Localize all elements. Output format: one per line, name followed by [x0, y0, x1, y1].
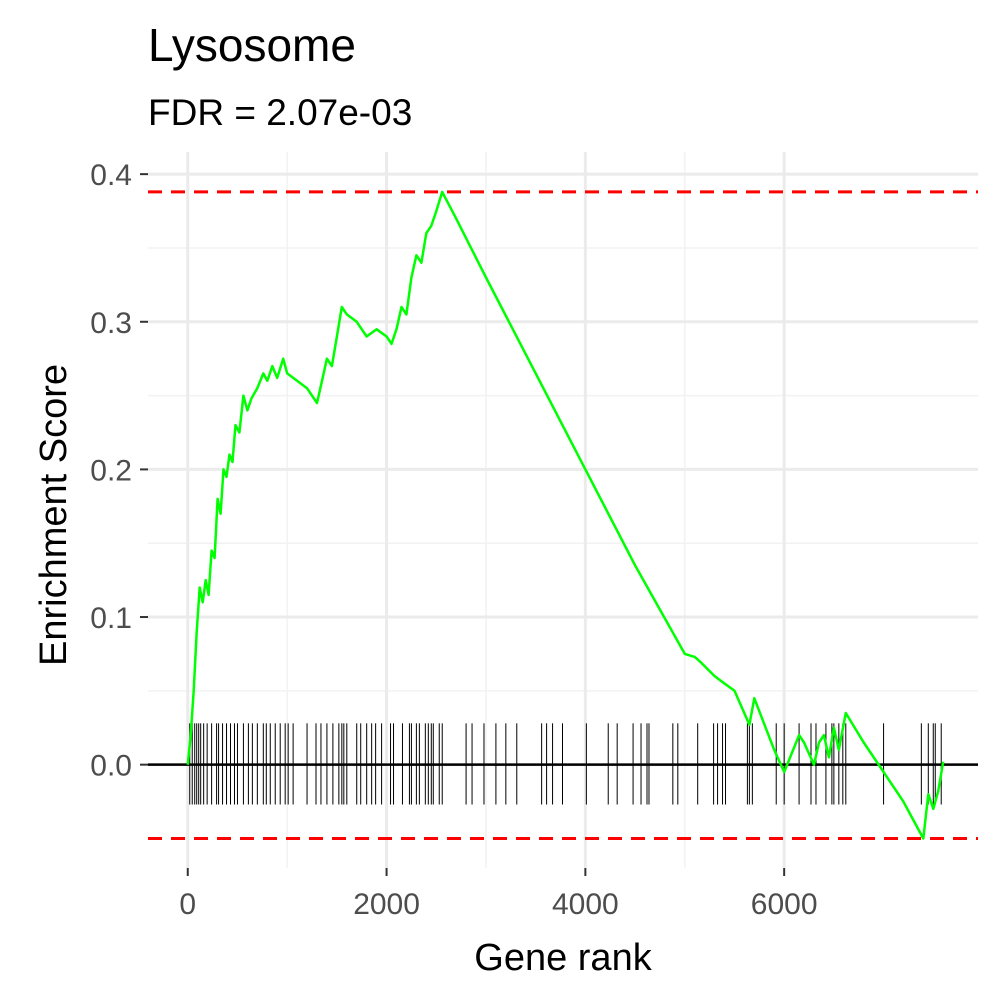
- x-axis-title: Gene rank: [474, 937, 652, 979]
- y-axis-title: Enrichment Score: [33, 364, 75, 666]
- y-tick-label: 0.0: [90, 750, 132, 783]
- y-tick-label: 0.2: [90, 454, 132, 487]
- enrichment-line-layer: [188, 192, 943, 839]
- x-tick-label: 4000: [552, 888, 619, 921]
- y-tick-label: 0.4: [90, 159, 132, 192]
- x-tick-label: 2000: [353, 888, 420, 921]
- y-tick-label: 0.1: [90, 602, 132, 635]
- x-tick-label: 6000: [751, 888, 818, 921]
- enrichment-score-line: [188, 192, 943, 839]
- x-tick-label: 0: [179, 888, 196, 921]
- y-tick-label: 0.3: [90, 307, 132, 340]
- axis-layer: 0 2000 4000 6000 0.0 0.1 0.2 0.3 0.4: [90, 159, 817, 921]
